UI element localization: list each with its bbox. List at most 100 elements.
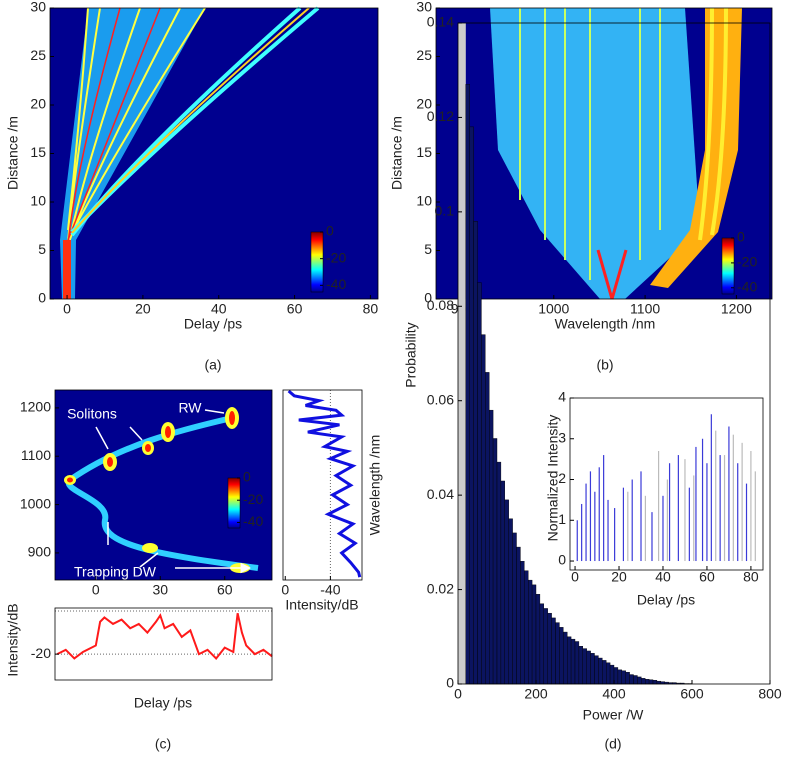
bar	[648, 679, 654, 685]
colorbar-label: -40	[737, 278, 757, 294]
x-tick-label: 0	[281, 582, 289, 598]
y-axis-label: Distance /m	[5, 116, 21, 190]
plot-frame	[54, 389, 273, 581]
x-tick-label: 0	[454, 686, 462, 702]
y-tick-label: 25	[416, 47, 432, 63]
y-tick-label: 15	[416, 144, 432, 160]
trace	[56, 612, 273, 660]
bar	[512, 532, 517, 685]
bar	[524, 570, 529, 685]
y-tick-label: 0.04	[427, 486, 454, 502]
bar	[641, 678, 646, 685]
heatmap-a	[50, 6, 378, 299]
bar	[563, 631, 568, 685]
x-tick-label: 60	[217, 582, 233, 598]
panel-label: (a)	[204, 357, 221, 373]
panel: 0 20 40 60 80 0 1 2 3 4 Delay /ps Normalized Intens…	[545, 389, 764, 608]
bar	[481, 334, 486, 685]
bar	[500, 480, 505, 685]
bar	[567, 636, 572, 685]
bar	[606, 662, 611, 685]
annotation: Solitons	[67, 406, 117, 422]
bar	[551, 617, 556, 685]
y-tick-label: -20	[31, 645, 51, 661]
inset-bg	[570, 398, 763, 570]
y-axis-label: Wavelength /nm	[367, 435, 383, 536]
panel-label: (c)	[155, 736, 171, 752]
panel-label: (d)	[604, 736, 621, 752]
y-tick-label: 10	[30, 193, 46, 209]
y-tick-label: 15	[30, 144, 46, 160]
colorbar-label: -20	[243, 491, 263, 507]
y-tick-label: 4	[558, 389, 566, 405]
bar	[625, 671, 630, 685]
bar	[531, 584, 537, 685]
panel: 0-20-40900100011001200051015202530Wavele…	[389, 0, 773, 373]
x-tick-label: 60	[699, 569, 715, 585]
colorbar	[721, 237, 735, 295]
x-tick-label: -40	[320, 582, 340, 598]
y-tick-label: 5	[38, 241, 46, 257]
x-tick-label: 1100	[630, 301, 660, 317]
x-tick-label: 1000	[538, 301, 569, 317]
bar	[637, 676, 642, 685]
bar	[485, 372, 490, 685]
colorbar-label: -20	[737, 254, 757, 270]
bar	[652, 680, 658, 685]
y-tick-label: 0.08	[427, 297, 454, 313]
y-tick-label: 1000	[20, 495, 51, 511]
y-tick-label: 30	[30, 0, 46, 15]
bar	[465, 84, 470, 685]
y-tick-label: 0	[558, 552, 566, 568]
panel: 0 200 400 600 80000.020.040.060.080.10.120.1…	[403, 14, 782, 752]
colorbar	[227, 477, 241, 529]
bar	[645, 679, 650, 685]
y-tick-label: 0.12	[427, 108, 454, 124]
bar	[617, 669, 623, 685]
x-tick-label: 600	[680, 686, 704, 702]
bar	[598, 657, 603, 685]
bar	[469, 126, 474, 685]
x-tick-label: 200	[524, 686, 548, 702]
bar	[508, 518, 513, 685]
x-tick-label: 20	[611, 569, 627, 585]
bar	[582, 648, 587, 685]
colorbar-label: -20	[326, 249, 346, 265]
y-tick-label: 3	[558, 429, 566, 445]
bar	[535, 594, 541, 685]
x-axis-label: Delay /ps	[134, 695, 192, 711]
y-tick-label: 0.06	[427, 391, 454, 407]
y-tick-label: 1200	[20, 399, 51, 415]
bar	[633, 675, 638, 685]
y-tick-label: 1100	[21, 447, 51, 463]
colorbar-label: 0	[326, 223, 334, 239]
y-tick-label: 20	[416, 96, 432, 112]
x-axis-label: Delay /ps	[184, 316, 242, 332]
x-tick-label: 60	[287, 301, 303, 317]
bar	[543, 608, 548, 685]
bar	[489, 409, 494, 685]
bar	[496, 461, 502, 685]
x-tick-label: 20	[135, 301, 151, 317]
bar	[586, 650, 591, 685]
panel-label: (b)	[596, 357, 613, 373]
x-tick-label: 30	[152, 582, 168, 598]
bar	[504, 499, 509, 685]
bar	[602, 660, 607, 685]
bar	[613, 667, 619, 685]
y-tick-label: 10	[416, 193, 432, 209]
bar	[594, 655, 599, 685]
shaded-region	[458, 23, 466, 684]
bar	[609, 664, 615, 685]
panel: -20 Delay /ps Intensity/dB	[5, 603, 273, 711]
x-tick-label: 40	[655, 569, 671, 585]
annotation: RW	[178, 400, 202, 416]
heatmap-b	[436, 7, 772, 300]
bar	[656, 680, 662, 685]
bar	[516, 546, 521, 685]
x-tick-label: 0	[571, 569, 579, 585]
panel: 0 -20 -40 0 20 40 60 80 0 5 10 15 20 25 30 Delay /ps Dis…	[5, 0, 379, 373]
y-tick-label: 0	[446, 675, 454, 691]
y-tick-label: 2	[558, 470, 566, 486]
